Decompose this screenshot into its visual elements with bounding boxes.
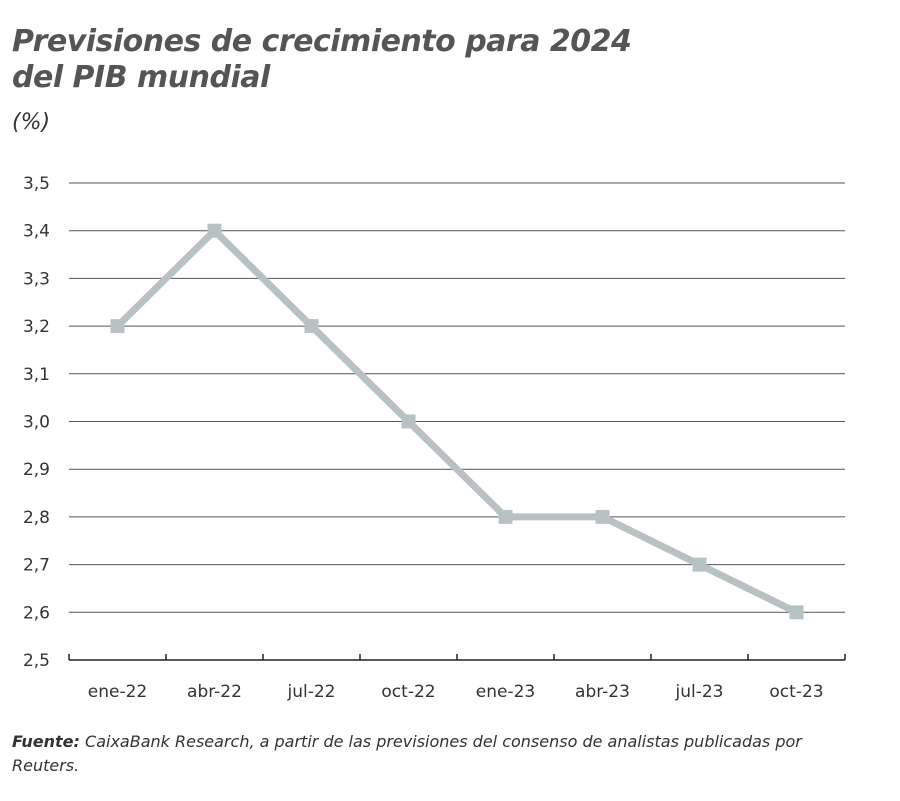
chart-title: Previsiones de crecimiento para 2024 del… [12, 24, 632, 96]
unit-label: (%) [12, 110, 51, 135]
y-tick-label: 3,1 [23, 365, 50, 385]
y-tick-label: 3,2 [23, 317, 50, 337]
y-tick-label: 2,6 [23, 603, 50, 623]
x-tick-label: jul-22 [287, 682, 336, 702]
x-tick-label: oct-22 [381, 682, 435, 702]
x-tick-label: abr-23 [575, 682, 630, 702]
data-point-marker [595, 509, 610, 524]
source-note: Fuente: CaixaBank Research, a partir de … [12, 730, 812, 778]
x-tick-label: abr-22 [187, 682, 242, 702]
y-tick-label: 2,5 [23, 651, 50, 671]
x-axis-labels: ene-22 abr-22 jul-22 oct-22 ene-23 abr-23 jul-… [88, 682, 824, 702]
y-tick-label: 3,3 [23, 269, 50, 289]
series-line [110, 223, 804, 620]
y-tick-label: 2,7 [23, 556, 50, 576]
data-point-marker [789, 605, 804, 620]
x-tick-label: oct-23 [769, 682, 823, 702]
x-axis [68, 654, 846, 661]
y-tick-label: 3,4 [23, 222, 50, 242]
source-text: CaixaBank Research, a partir de las prev… [12, 732, 802, 775]
chart-title-line1: Previsiones de crecimiento para 2024 [12, 24, 632, 59]
y-tick-label: 3,5 [23, 174, 50, 194]
y-tick-label: 2,9 [23, 460, 50, 480]
series-line-path [115, 225, 799, 616]
data-point-marker [692, 557, 707, 572]
data-point-marker [401, 414, 416, 429]
source-label: Fuente: [12, 732, 80, 751]
x-tick-label: ene-23 [476, 682, 535, 702]
data-point-marker [207, 223, 222, 238]
data-point-marker [498, 509, 513, 524]
data-point-marker [110, 319, 125, 334]
y-tick-label: 2,8 [23, 508, 50, 528]
chart-title-line2: del PIB mundial [12, 60, 270, 95]
x-tick-label: ene-22 [88, 682, 147, 702]
y-axis-ticks: 3,5 3,4 3,3 3,2 3,1 3,0 2,9 2,8 2,7 2,6 2,5 [23, 174, 50, 671]
x-tick-label: jul-23 [675, 682, 724, 702]
data-point-marker [304, 319, 319, 334]
y-tick-label: 3,0 [23, 413, 50, 433]
gridlines [69, 182, 845, 613]
